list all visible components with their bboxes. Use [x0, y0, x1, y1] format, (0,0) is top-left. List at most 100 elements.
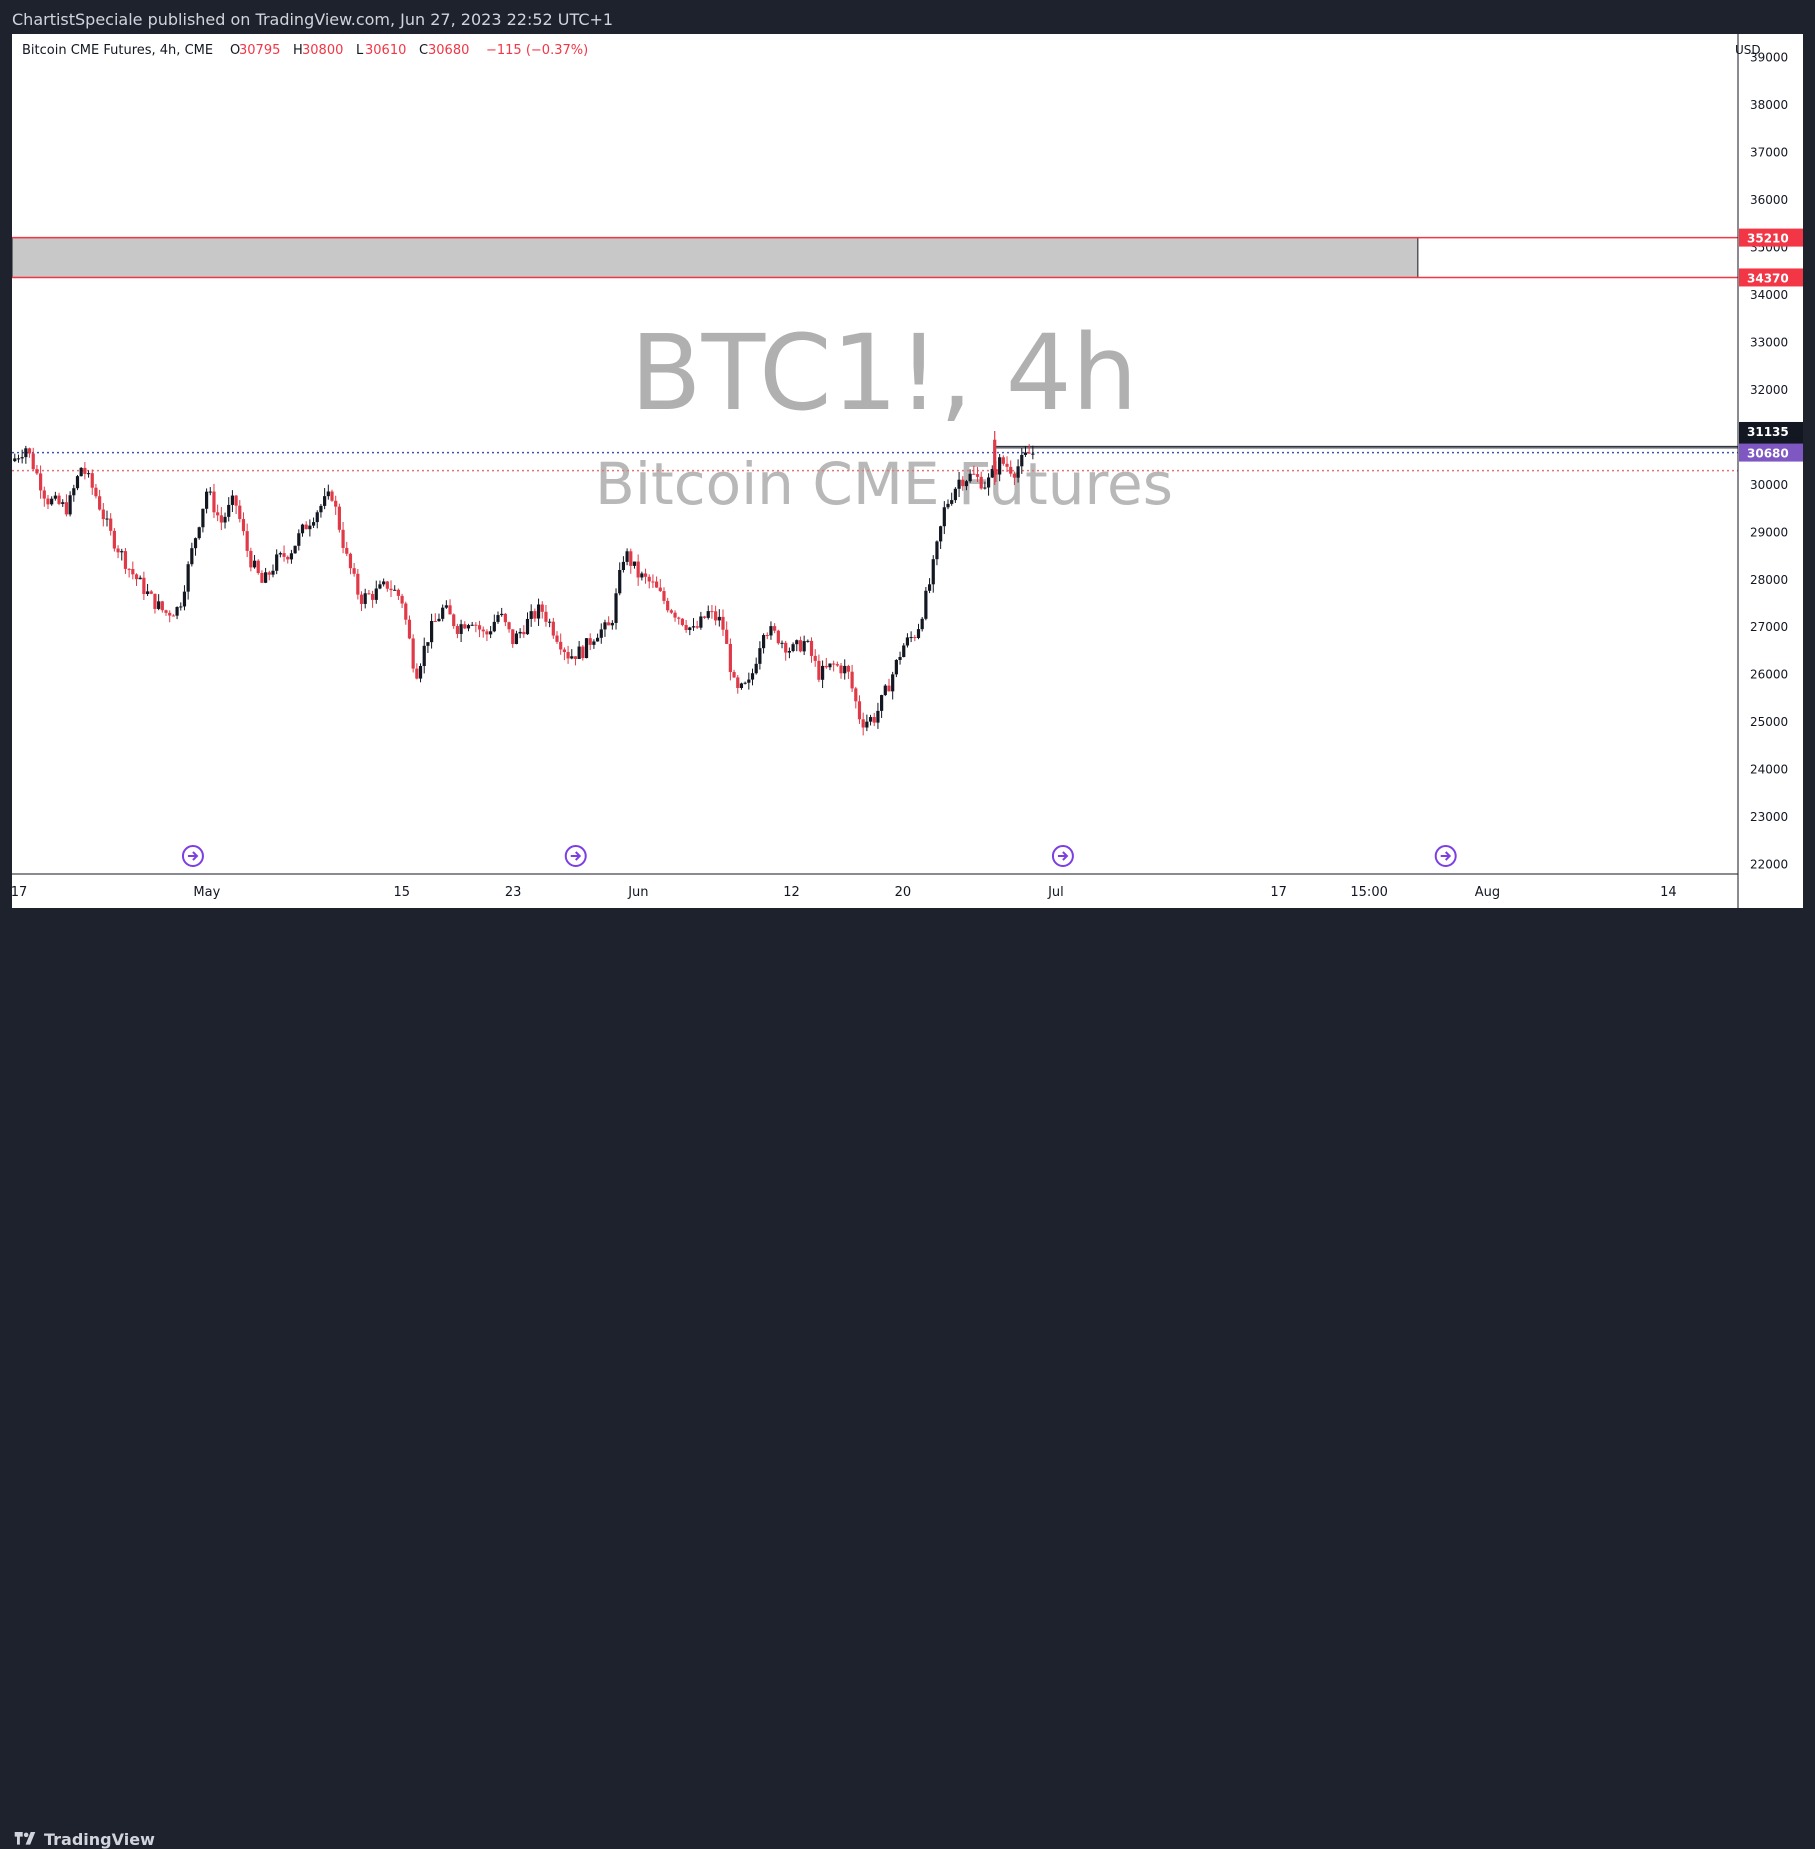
- x-tick-label: Jul: [1047, 885, 1064, 900]
- candle-body: [24, 448, 28, 458]
- candle-body: [282, 553, 286, 557]
- ohlc-value: 30800: [302, 43, 343, 58]
- tradingview-logo-icon: [14, 1831, 36, 1845]
- candle-body: [208, 491, 212, 493]
- candle-body: [16, 458, 21, 460]
- candle-body: [153, 593, 157, 609]
- candle-body: [913, 637, 917, 639]
- candle-body: [717, 616, 721, 621]
- candle-body: [186, 564, 190, 592]
- candle-body: [968, 473, 972, 482]
- event-markers[interactable]: [181, 845, 1457, 867]
- x-tick-label: 12: [783, 885, 800, 900]
- candle-body: [230, 495, 235, 505]
- candle-body: [828, 663, 832, 668]
- ohlc-key: L: [356, 43, 364, 58]
- candle-body: [64, 502, 69, 515]
- candle-body: [345, 547, 349, 554]
- candle-body: [400, 595, 404, 604]
- currency-label: USD: [1735, 43, 1761, 57]
- candle-body: [905, 637, 910, 646]
- candle-body: [651, 581, 655, 583]
- x-tick-label: 15: [393, 885, 410, 900]
- candle-body: [603, 622, 607, 630]
- candle-body: [990, 469, 994, 478]
- candle-body: [330, 491, 334, 501]
- candle-body: [42, 490, 46, 499]
- candle-body: [577, 646, 581, 659]
- candle-body: [743, 682, 747, 684]
- level-lines[interactable]: [12, 445, 1738, 472]
- candle-body: [761, 635, 766, 649]
- candle-body: [666, 600, 670, 611]
- candle-body: [337, 506, 341, 530]
- candle-body: [433, 621, 437, 623]
- candle-body: [595, 637, 600, 642]
- ohlc-key: H: [293, 43, 303, 58]
- candle-body: [367, 593, 371, 595]
- candle-body: [297, 533, 301, 546]
- tradingview-logo[interactable]: TradingView: [12, 1830, 155, 1849]
- candle-body: [993, 439, 997, 471]
- candle-body: [101, 509, 105, 520]
- candle-body: [437, 618, 441, 622]
- candle-body: [791, 644, 795, 651]
- candle-body: [57, 495, 61, 504]
- candle-body: [393, 589, 397, 591]
- candle-body: [802, 641, 806, 652]
- ohlc-key: O: [230, 43, 240, 58]
- candle-body: [138, 577, 142, 580]
- candle-body: [610, 622, 614, 626]
- candle-body: [127, 568, 131, 570]
- candle-body: [94, 487, 98, 497]
- y-tick-label: 38000: [1750, 98, 1788, 112]
- candle-body: [669, 610, 673, 613]
- candle-body: [702, 616, 707, 618]
- chart-canvas[interactable]: BTC1!, 4h Bitcoin CME Futures 39000 38000…: [11, 34, 1803, 908]
- candle-body: [1005, 463, 1009, 467]
- candle-body: [13, 458, 17, 462]
- candle-body: [90, 473, 94, 488]
- supply-zone[interactable]: [11, 236, 1738, 279]
- time-axis[interactable]: 17 May 15 23 Jun 12 20 Jul 17 15:00 Aug 14: [11, 873, 1738, 900]
- publish-info: ChartistSpeciale published on TradingVie…: [12, 10, 614, 29]
- candle-body: [570, 656, 574, 659]
- candle-body: [275, 554, 279, 571]
- candle-body: [614, 593, 618, 623]
- candle-body: [643, 573, 648, 577]
- candle-body: [691, 626, 696, 628]
- candle-body: [441, 607, 445, 619]
- x-tick-label: 23: [505, 885, 522, 900]
- candle-body: [35, 469, 39, 474]
- candle-body: [190, 548, 194, 565]
- candle-body: [31, 453, 35, 470]
- candle-body: [193, 538, 198, 549]
- candle-body: [300, 524, 305, 534]
- candle-body: [747, 679, 751, 683]
- candle-body: [241, 519, 246, 532]
- candle-body: [359, 594, 364, 604]
- candle-body: [378, 584, 382, 589]
- candle-body: [607, 622, 611, 626]
- candle-body: [636, 561, 640, 578]
- candles: [13, 430, 1035, 736]
- candle-body: [721, 616, 725, 630]
- price-axis[interactable]: 3900038000370003600035000340003300032000…: [1737, 34, 1788, 908]
- y-tick-label: 27000: [1750, 620, 1788, 634]
- candle-body: [411, 638, 415, 669]
- candle-body: [824, 665, 828, 668]
- candle-body: [160, 601, 164, 611]
- candle-body: [459, 624, 463, 634]
- candle-body: [463, 624, 467, 629]
- footer-bar: TradingView: [0, 908, 1815, 1849]
- candle-body: [260, 572, 264, 583]
- candle-body: [710, 611, 714, 613]
- candle-body: [536, 604, 541, 619]
- candle-body: [98, 496, 102, 510]
- candle-body: [555, 635, 559, 642]
- candle-body: [898, 656, 902, 660]
- candle-body: [319, 505, 323, 513]
- candle-body: [880, 695, 884, 711]
- candle-body: [573, 656, 578, 659]
- x-tick-label: 17: [1270, 885, 1287, 900]
